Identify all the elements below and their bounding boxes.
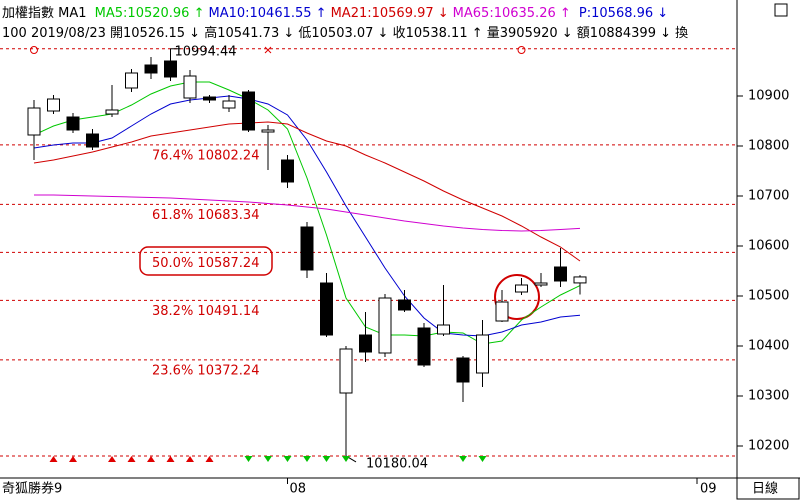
p-label: P:10568.96 ↓ <box>578 6 669 21</box>
ma-line <box>33 121 581 262</box>
candle-body <box>378 297 392 354</box>
buy-signal <box>49 456 58 462</box>
sell-signal <box>244 456 253 462</box>
header-line: 加權指數 MA1 MA5:10520.96 ↑ MA10:10461.55 ↑ MA… <box>2 2 738 21</box>
fib-label: 38.2% 10491.14 <box>152 304 259 319</box>
candle-body <box>320 282 333 336</box>
candle-body <box>417 327 431 366</box>
candle-body <box>359 334 372 353</box>
highlight-box <box>139 246 273 276</box>
candle-body <box>300 226 314 271</box>
sell-signal <box>459 456 467 462</box>
signal-circle <box>517 46 526 54</box>
sell-signal <box>478 456 487 462</box>
candle-body <box>164 60 177 78</box>
sell-signal <box>283 456 292 462</box>
fib-label: 61.8% 10683.34 <box>152 208 259 223</box>
y-tick-label: 10200 <box>748 439 789 454</box>
sell-signal <box>264 456 272 462</box>
low-annotation: 10180.04 <box>366 456 428 471</box>
buy-signal <box>108 456 116 462</box>
candle-body <box>66 116 80 131</box>
footer-right[interactable]: 日線 <box>752 481 778 497</box>
candle-body <box>398 299 411 311</box>
legend-entry: MA65:10635.26 ↑ <box>452 6 571 21</box>
period-box[interactable] <box>736 477 800 500</box>
window-button[interactable] <box>774 3 788 17</box>
sell-signal <box>303 456 311 462</box>
info-bar: 100 2019/08/23 開10526.15 ↓ 高10541.73 ↓ 低… <box>2 26 689 41</box>
candle-body <box>515 284 528 293</box>
y-tick-label: 10500 <box>748 289 789 304</box>
fib-label: 76.4% 10802.24 <box>152 148 259 163</box>
candle-body <box>222 100 236 109</box>
y-tick-label: 10700 <box>748 189 789 204</box>
buy-signal <box>147 456 155 462</box>
chart-title: 加權指數 MA1 <box>2 6 87 21</box>
candle-body <box>86 133 99 148</box>
legend-entry: MA21:10569.97 ↓ <box>330 6 449 21</box>
buy-signal <box>186 456 194 462</box>
candle-body <box>27 107 41 136</box>
candle-body <box>261 129 275 133</box>
candle-body <box>203 96 216 101</box>
candle-body <box>534 282 548 286</box>
y-tick-label: 10400 <box>748 339 789 354</box>
high-annotation: 10994.44 <box>175 44 237 59</box>
candle-body <box>573 276 587 284</box>
legend-entry: MA10:10461.55 ↑ <box>208 6 327 21</box>
candle-body <box>183 75 197 99</box>
candle-body <box>476 334 489 374</box>
sell-signal <box>342 456 350 462</box>
candle-body <box>125 72 138 89</box>
buy-signal <box>205 456 214 462</box>
candle-body <box>242 91 255 131</box>
signal-cross <box>264 46 272 54</box>
y-tick-label: 10300 <box>748 389 789 404</box>
y-tick-label: 10600 <box>748 239 789 254</box>
buy-signal <box>127 456 136 462</box>
fib-label: 23.6% 10372.24 <box>152 363 259 378</box>
candle-body <box>281 159 294 183</box>
legend-entry: MA5:10520.96 ↑ <box>94 6 205 21</box>
y-tick-label: 10800 <box>748 139 789 154</box>
candle-body <box>456 357 470 383</box>
footer-left: 奇狐勝券9 <box>2 481 62 497</box>
ma-line <box>34 194 581 232</box>
highlight-circle <box>494 274 540 320</box>
candle-body <box>554 266 567 282</box>
candle-body <box>339 348 353 394</box>
x-tick-label: 08 <box>290 482 307 497</box>
candle-body <box>437 324 450 335</box>
sell-signal <box>322 456 331 462</box>
candle-body <box>105 109 119 115</box>
candle-body <box>47 98 60 112</box>
signal-circle <box>30 46 38 54</box>
buy-signal <box>69 456 77 462</box>
y-tick-label: 10900 <box>748 89 789 104</box>
legend: MA5:10520.96 ↑ MA10:10461.55 ↑ MA21:10569.… <box>91 6 571 21</box>
x-tick-label: 09 <box>700 482 717 497</box>
candle-body <box>495 301 509 322</box>
candle-body <box>144 64 158 74</box>
fib-label: 50.0% 10587.24 <box>152 256 259 271</box>
buy-signal <box>166 456 175 462</box>
